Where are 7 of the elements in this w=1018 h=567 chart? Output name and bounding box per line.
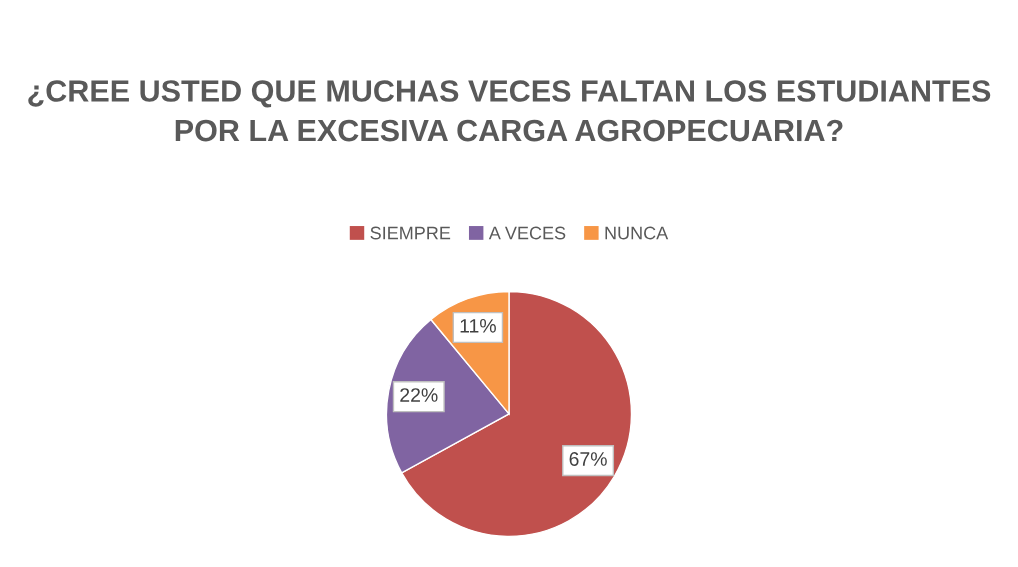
- data-label: 67%: [569, 452, 607, 466]
- legend-label: NUNCA: [605, 226, 669, 240]
- chart-title: ¿CREE USTED QUE MUCHAS VECES FALTAN LOS ESTUDIANTES POR LA EXCESIVA CARGA AGROPECUARIA?: [28, 80, 991, 142]
- data-label: 22%: [400, 388, 438, 402]
- data-label: 11%: [460, 319, 496, 333]
- legend-label: SIEMPRE: [370, 226, 451, 240]
- legend-label: A VECES: [488, 226, 566, 240]
